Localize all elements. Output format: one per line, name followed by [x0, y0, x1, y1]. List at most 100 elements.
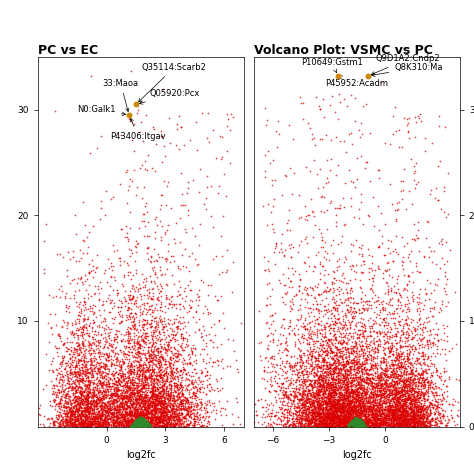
Point — [168, 406, 175, 414]
Point — [393, 416, 401, 423]
Point — [342, 382, 350, 389]
Point — [136, 419, 144, 427]
Point — [350, 419, 357, 427]
Point — [168, 347, 175, 355]
Point — [342, 391, 349, 399]
Point — [135, 419, 142, 427]
Point — [69, 407, 76, 414]
Point — [307, 419, 314, 427]
Point — [355, 420, 362, 428]
Point — [55, 330, 63, 337]
Point — [92, 414, 100, 422]
Point — [372, 419, 379, 427]
Point — [144, 414, 152, 422]
Point — [433, 346, 441, 353]
Point — [328, 422, 335, 430]
Point — [108, 383, 116, 390]
Point — [330, 419, 338, 427]
Point — [346, 345, 354, 352]
Point — [370, 366, 377, 374]
Point — [374, 410, 381, 417]
Point — [134, 392, 142, 400]
Point — [167, 382, 175, 390]
Point — [193, 412, 201, 419]
Point — [153, 296, 160, 303]
Point — [371, 349, 378, 357]
Point — [84, 420, 92, 428]
Point — [100, 403, 108, 410]
Point — [410, 419, 418, 427]
Point — [146, 350, 154, 358]
Point — [399, 409, 406, 416]
Point — [134, 364, 141, 372]
Point — [191, 422, 199, 429]
Point — [166, 420, 173, 428]
Point — [132, 310, 140, 318]
Point — [348, 421, 356, 428]
Point — [178, 371, 185, 378]
Point — [355, 418, 362, 426]
Point — [358, 423, 366, 430]
Point — [62, 344, 70, 351]
Point — [319, 414, 327, 421]
Point — [355, 410, 363, 418]
Point — [113, 399, 120, 406]
Point — [315, 376, 322, 383]
Point — [438, 300, 446, 308]
Point — [366, 352, 374, 359]
Point — [90, 318, 97, 326]
Point — [350, 418, 358, 426]
Point — [283, 346, 291, 354]
Point — [385, 409, 392, 416]
Point — [392, 346, 400, 353]
Point — [77, 371, 84, 378]
Point — [82, 355, 90, 362]
Point — [392, 419, 400, 427]
Point — [452, 376, 460, 383]
Point — [354, 420, 362, 428]
Point — [336, 364, 343, 372]
Point — [321, 388, 329, 396]
Point — [120, 415, 128, 422]
Point — [337, 399, 344, 406]
Point — [86, 405, 94, 412]
Point — [160, 401, 167, 408]
Point — [391, 374, 399, 382]
Point — [196, 286, 203, 294]
Point — [141, 399, 148, 406]
Point — [114, 419, 122, 426]
Point — [291, 395, 298, 402]
Point — [303, 289, 311, 297]
Point — [324, 365, 331, 373]
Point — [152, 361, 159, 369]
Point — [133, 405, 140, 412]
Point — [196, 398, 204, 405]
Point — [127, 339, 134, 346]
Point — [363, 399, 371, 406]
Point — [119, 384, 127, 392]
Point — [353, 412, 361, 420]
Point — [410, 408, 418, 416]
Point — [371, 409, 378, 417]
Point — [384, 396, 392, 403]
Point — [375, 398, 383, 405]
Point — [100, 402, 108, 410]
Point — [94, 396, 102, 403]
Point — [383, 332, 391, 340]
Point — [142, 419, 150, 427]
Point — [370, 402, 378, 410]
Point — [125, 394, 132, 402]
Point — [118, 420, 126, 428]
Point — [347, 396, 355, 404]
Point — [83, 405, 91, 413]
Point — [128, 319, 135, 326]
Point — [82, 330, 90, 337]
Point — [117, 419, 125, 426]
Point — [340, 392, 348, 400]
Point — [280, 324, 288, 332]
Point — [173, 346, 181, 354]
Point — [137, 414, 144, 421]
Point — [137, 416, 145, 423]
Point — [68, 415, 76, 422]
Point — [421, 421, 428, 429]
